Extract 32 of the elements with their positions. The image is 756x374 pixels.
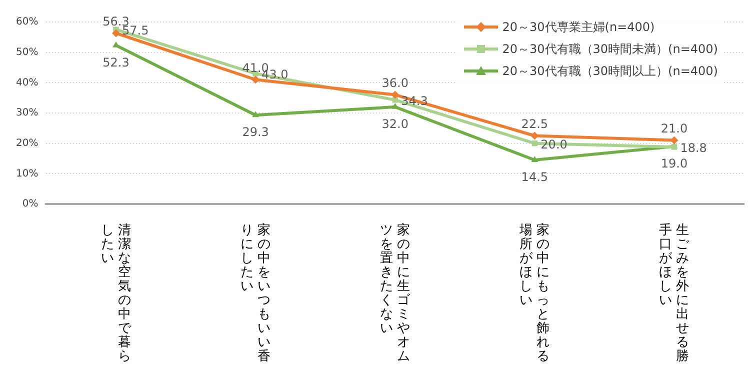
y-tick-label: 30%	[16, 108, 38, 119]
legend-label: 20～30代専業主婦(n=400)	[502, 19, 655, 36]
point	[252, 111, 260, 118]
category-label: 清潔な空気の中で暮らしたい	[101, 223, 131, 364]
point	[532, 140, 538, 146]
y-tick-label: 50%	[16, 46, 38, 58]
data-label: 36.0	[382, 76, 408, 90]
category-label: 生ごみを外に出せる勝手口がほしい	[659, 223, 690, 364]
data-label: 32.0	[382, 117, 408, 132]
category-label: 家の中にもっと飾れる場所がほしい	[520, 223, 550, 364]
legend-label: 20～30代有職（30時間以上）(n=400)	[502, 63, 718, 80]
y-tick-label: 10%	[16, 168, 38, 180]
y-tick-label: 40%	[16, 77, 38, 88]
data-label: 34.3	[401, 94, 428, 108]
point	[531, 156, 538, 162]
data-label: 20.0	[540, 137, 568, 152]
legend-label: 20～30代有職（30時間未満）(n=400)	[502, 41, 718, 58]
data-label: 14.5	[521, 170, 548, 184]
data-label: 29.3	[242, 125, 269, 140]
data-label: 18.8	[680, 141, 707, 156]
y-tick-label: 20%	[16, 138, 38, 149]
point	[391, 90, 400, 99]
category-label: 家の中に生ゴミやオムツを置きたくない	[380, 223, 410, 364]
y-tick-label: 0%	[22, 198, 38, 210]
data-label: 22.5	[521, 116, 548, 131]
data-label: 19.0	[660, 156, 688, 170]
data-label: 21.0	[660, 121, 688, 136]
point	[392, 97, 398, 103]
category-label: 家の中をいつもいい香りにしたい	[240, 223, 271, 364]
y-tick-label: 60%	[16, 16, 38, 28]
point	[112, 29, 120, 38]
data-label: 52.3	[102, 55, 130, 70]
